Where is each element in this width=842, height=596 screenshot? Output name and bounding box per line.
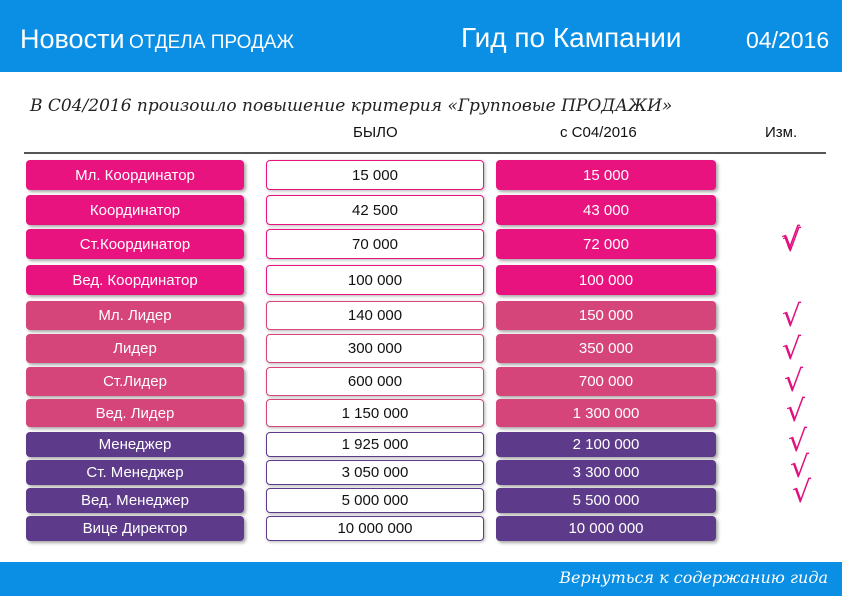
column-header-was: БЫЛО [353, 124, 398, 141]
back-to-contents-link[interactable]: Вернуться к содержанию гида [559, 568, 828, 587]
rank-name-cell: Мл. Координатор [26, 160, 244, 190]
previous-criterion-cell: 70 000 [266, 229, 484, 259]
new-criterion-cell: 10 000 000 [496, 516, 716, 541]
new-criterion-cell: 72 000 [496, 229, 716, 259]
newsletter-title: Новости ОТДЕЛА ПРОДАЖ [20, 24, 294, 55]
footer-bar: Вернуться к содержанию гида [0, 562, 842, 596]
rank-name-cell: Координатор [26, 195, 244, 225]
changed-check-icon: √ [788, 424, 808, 459]
new-criterion-cell: 43 000 [496, 195, 716, 225]
previous-criterion-cell: 42 500 [266, 195, 484, 225]
new-criterion-cell: 1 300 000 [496, 399, 716, 427]
newsletter-title-sub: ОТДЕЛА ПРОДАЖ [128, 32, 295, 53]
previous-criterion-cell: 300 000 [266, 334, 484, 363]
changed-check-icon: √ [784, 364, 804, 399]
new-criterion-cell: 350 000 [496, 334, 716, 363]
rank-name-cell: Менеджер [26, 432, 244, 457]
rank-name-cell: Вед. Координатор [26, 265, 244, 295]
changed-check-icon: √ [781, 222, 801, 257]
changed-check-icon: √ [782, 224, 802, 259]
rank-name-cell: Вед. Лидер [26, 399, 244, 427]
rank-name-cell: Ст.Лидер [26, 367, 244, 396]
new-criterion-cell: 3 300 000 [496, 460, 716, 485]
new-criterion-cell: 700 000 [496, 367, 716, 396]
previous-criterion-cell: 600 000 [266, 367, 484, 396]
rank-name-cell: Мл. Лидер [26, 301, 244, 330]
header-bar: Новости ОТДЕЛА ПРОДАЖ Гид по Кампании 04… [0, 0, 842, 72]
changed-check-icon: √ [782, 332, 802, 367]
rank-name-cell: Вице Директор [26, 516, 244, 541]
rank-name-cell: Ст.Координатор [26, 229, 244, 259]
previous-criterion-cell: 1 150 000 [266, 399, 484, 427]
previous-criterion-cell: 1 925 000 [266, 432, 484, 457]
new-criterion-cell: 2 100 000 [496, 432, 716, 457]
changed-check-icon: √ [782, 299, 802, 334]
previous-criterion-cell: 10 000 000 [266, 516, 484, 541]
guide-title: Гид по Кампании [461, 22, 682, 53]
rank-name-cell: Вед. Менеджер [26, 488, 244, 513]
column-header-new: с С04/2016 [560, 124, 637, 141]
previous-criterion-cell: 100 000 [266, 265, 484, 295]
new-criterion-cell: 150 000 [496, 301, 716, 330]
rank-name-cell: Ст. Менеджер [26, 460, 244, 485]
changed-check-icon: √ [792, 475, 812, 510]
column-header-change: Изм. [765, 124, 798, 141]
issue-date: 04/2016 [746, 27, 830, 53]
changed-check-icon: √ [790, 450, 810, 485]
new-criterion-cell: 100 000 [496, 265, 716, 295]
previous-criterion-cell: 3 050 000 [266, 460, 484, 485]
newsletter-title-main: Новости [20, 24, 125, 54]
previous-criterion-cell: 15 000 [266, 160, 484, 190]
changed-check-icon: √ [786, 394, 806, 429]
header-divider [24, 152, 826, 154]
new-criterion-cell: 15 000 [496, 160, 716, 190]
page-subtitle: В С04/2016 произошло повышение критерия … [30, 96, 673, 116]
previous-criterion-cell: 140 000 [266, 301, 484, 330]
previous-criterion-cell: 5 000 000 [266, 488, 484, 513]
new-criterion-cell: 5 500 000 [496, 488, 716, 513]
rank-name-cell: Лидер [26, 334, 244, 363]
